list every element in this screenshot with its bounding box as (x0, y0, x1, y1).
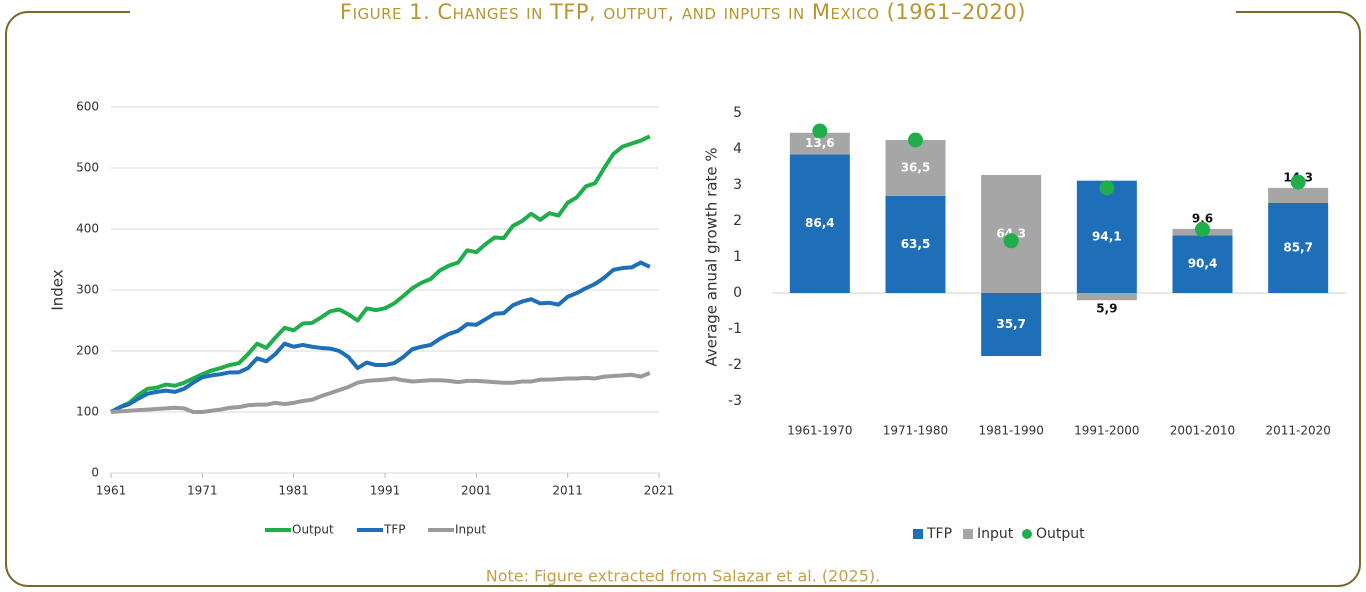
legend-label: Output (292, 523, 334, 537)
x-tick-label: 2011-2020 (1265, 424, 1330, 438)
legend-label: TFP (926, 526, 952, 542)
y-tick-label: 5 (733, 105, 742, 121)
y-axis-label: Average anual growth rate % (703, 147, 721, 366)
y-tick-label: 0 (91, 466, 99, 480)
output-dot (1290, 174, 1306, 190)
y-tick-label: -3 (728, 393, 742, 409)
frame (5, 11, 1361, 587)
line-series (110, 134, 651, 414)
legend-swatch (963, 529, 973, 539)
legend-label: Input (455, 523, 486, 537)
share-label: 13,6 (805, 136, 835, 150)
share-label: 36,5 (901, 160, 931, 174)
x-tick-label: 1981-1990 (978, 424, 1043, 438)
y-tick-label: 100 (76, 405, 99, 419)
bar-segment (885, 140, 946, 196)
y-tick-label: 4 (733, 141, 742, 157)
y-tick-label: -1 (728, 321, 742, 337)
x-tick-label: 1971-1980 (883, 424, 948, 438)
share-label: 85,7 (1283, 241, 1313, 255)
share-label: 63,5 (901, 237, 931, 251)
share-label: 35,7 (996, 317, 1026, 331)
output-dot (812, 123, 828, 139)
x-tick-label: 1961 (96, 484, 127, 498)
bar-segment (1076, 293, 1137, 301)
bar-segment (1268, 203, 1329, 293)
note: Note: Figure extracted from Salazar et a… (486, 567, 880, 586)
bar-segment (885, 195, 946, 293)
legend-swatch (1022, 529, 1032, 539)
x-tick-label: 1991 (370, 484, 401, 498)
y-tick-label: 500 (76, 161, 99, 175)
bar-segment (1076, 180, 1137, 293)
legend-label: Output (1036, 526, 1085, 542)
y-tick-label: 2 (733, 213, 742, 229)
bar-segment (789, 154, 850, 293)
share-label: 94,1 (1092, 229, 1122, 243)
bar-segment (789, 132, 850, 155)
y-tick-label: -2 (728, 357, 742, 373)
x-tick-label: 2001 (461, 484, 492, 498)
legend-label: Input (977, 526, 1014, 542)
legend-label: TFP (383, 523, 405, 537)
y-tick-label: 1 (733, 249, 742, 265)
y-tick-label: 400 (76, 222, 99, 236)
line-series (110, 371, 651, 414)
output-dot (1195, 221, 1210, 237)
output-dot (908, 132, 923, 148)
x-tick-label: 2011 (552, 484, 583, 498)
y-tick-label: 200 (76, 344, 99, 358)
share-label: 5,9 (1096, 302, 1117, 316)
title-gap (130, 0, 1236, 26)
y-tick-label: 3 (733, 177, 742, 193)
line-series (110, 260, 651, 414)
figure-title: Figure 1. Changes in TFP, output, and in… (340, 0, 1026, 24)
legend-swatch (913, 529, 923, 539)
y-axis-label: Index (49, 269, 67, 310)
x-tick-label: 1991-2000 (1074, 424, 1139, 438)
output-dot (1099, 180, 1115, 196)
share-label: 90,4 (1188, 257, 1218, 271)
share-label: 9,6 (1192, 211, 1213, 225)
y-tick-label: 300 (76, 283, 99, 297)
x-tick-label: 1971 (187, 484, 218, 498)
bar-segment (1172, 235, 1233, 293)
bar-segment (1268, 187, 1329, 203)
x-tick-label: 1961-1970 (787, 424, 852, 438)
x-tick-label: 1981 (278, 484, 309, 498)
output-dot (1003, 233, 1019, 249)
x-tick-label: 2021 (644, 484, 675, 498)
bar-segment (981, 293, 1042, 356)
y-tick-label: 0 (733, 285, 742, 301)
y-tick-label: 600 (76, 100, 99, 114)
share-label: 86,4 (805, 216, 835, 230)
x-tick-label: 2001-2010 (1170, 424, 1235, 438)
